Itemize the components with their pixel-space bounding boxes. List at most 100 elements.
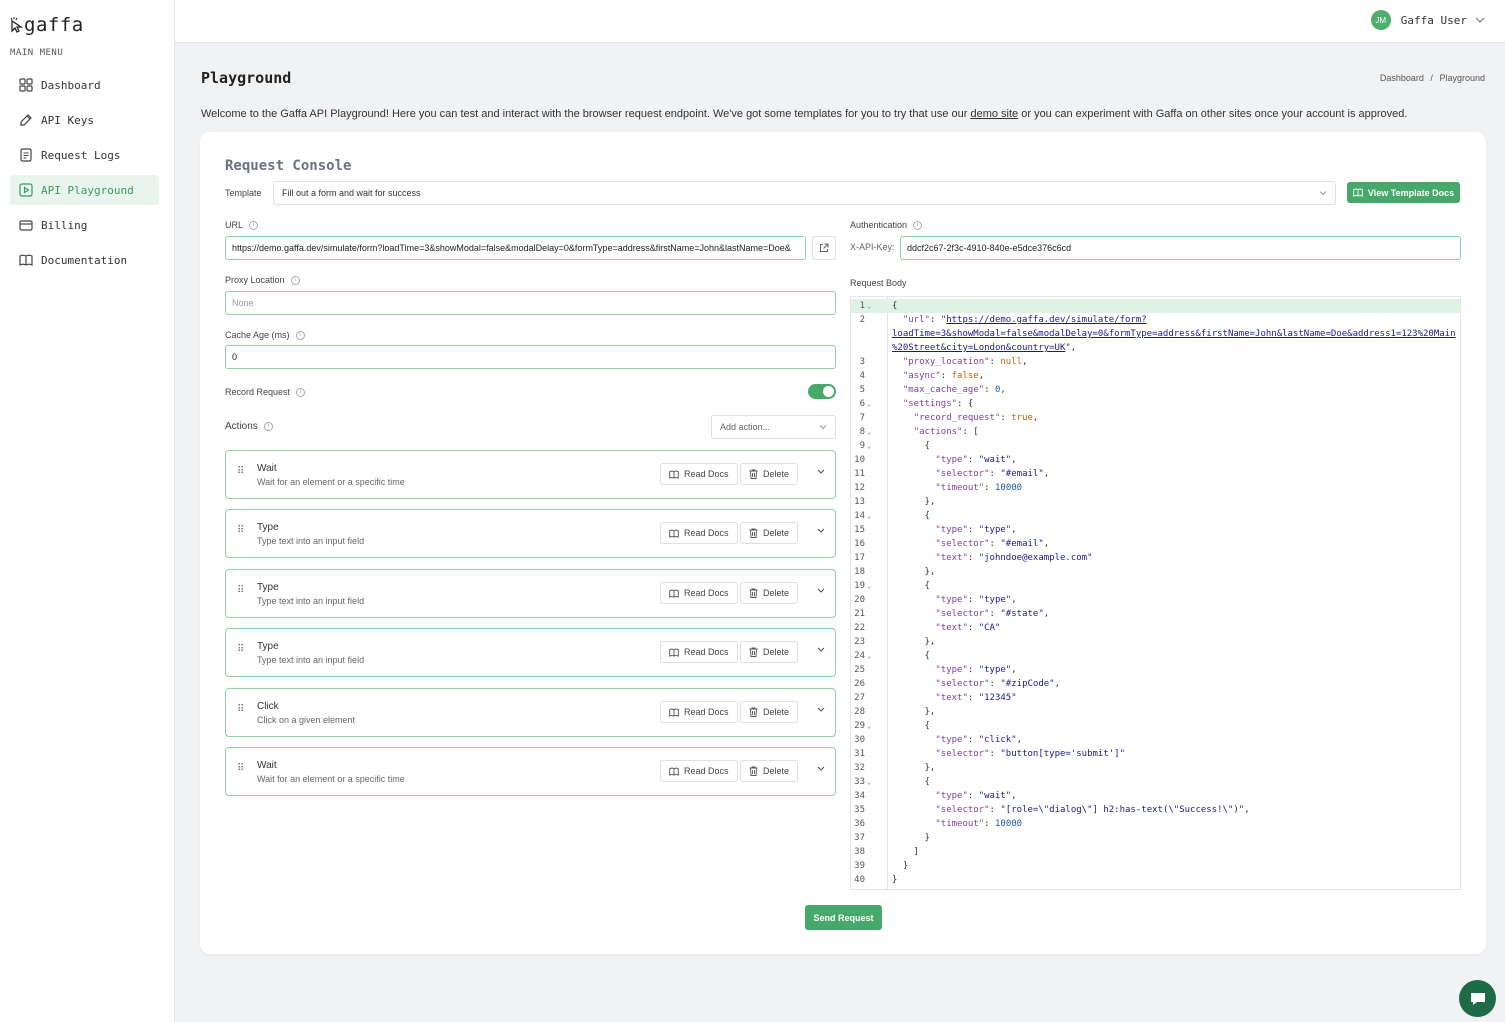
delete-button[interactable]: Delete: [740, 760, 799, 782]
url-input[interactable]: https://demo.gaffa.dev/simulate/form?loa…: [225, 236, 806, 260]
read-docs-label: Read Docs: [684, 766, 729, 776]
record-request-toggle[interactable]: [808, 384, 836, 399]
grid-icon: [19, 78, 33, 92]
action-card-click[interactable]: ⠿ Click Click on a given element Read Do…: [225, 688, 836, 737]
proxy-location-label-text: Proxy Location: [225, 275, 285, 285]
chevron-down-icon[interactable]: [817, 647, 825, 652]
cache-age-input[interactable]: 0: [225, 345, 836, 369]
fold-toggle-icon[interactable]: ⌄: [867, 428, 872, 436]
demo-site-link[interactable]: demo site: [970, 108, 1019, 120]
sidebar-item-request-logs[interactable]: Request Logs: [10, 140, 159, 170]
open-url-button[interactable]: [812, 236, 836, 260]
fold-toggle-icon[interactable]: ⌄: [867, 582, 872, 590]
info-icon[interactable]: i: [296, 387, 306, 397]
info-icon[interactable]: i: [913, 220, 923, 230]
action-card-type[interactable]: ⠿ Type Type text into an input field Rea…: [225, 569, 836, 618]
drag-handle-icon[interactable]: ⠿: [237, 525, 244, 536]
code-text: "record_request": true,: [913, 413, 1039, 423]
drag-handle-icon[interactable]: ⠿: [237, 704, 244, 715]
line-number: 18: [854, 567, 865, 577]
info-icon[interactable]: i: [290, 275, 300, 285]
code-text: "type": "type",: [935, 665, 1017, 675]
read-docs-button[interactable]: Read Docs: [660, 463, 738, 485]
fold-toggle-icon[interactable]: ⌄: [867, 652, 872, 660]
view-template-docs-label: View Template Docs: [1367, 187, 1455, 198]
read-docs-button[interactable]: Read Docs: [660, 522, 738, 544]
chevron-down-icon[interactable]: [817, 469, 825, 474]
code-line: 32 },: [851, 761, 1460, 775]
action-description: Wait for an element or a specific time: [257, 774, 405, 784]
trash-icon: [749, 528, 758, 538]
read-docs-button[interactable]: Read Docs: [660, 582, 738, 604]
chevron-down-icon[interactable]: [817, 766, 825, 771]
view-template-docs-button[interactable]: View Template Docs: [1347, 182, 1460, 203]
sidebar-item-api-keys[interactable]: API Keys: [10, 105, 159, 135]
drag-handle-icon[interactable]: ⠿: [237, 466, 244, 477]
fold-toggle-icon[interactable]: ⌄: [867, 778, 872, 786]
line-number: 9: [859, 441, 865, 451]
request-body-editor[interactable]: 1 ⌄{2 "url": "https://demo.gaffa.dev/simu…: [850, 296, 1461, 890]
line-number: 38: [854, 847, 865, 857]
delete-button[interactable]: Delete: [740, 463, 799, 485]
drag-handle-icon[interactable]: ⠿: [237, 585, 244, 596]
code-line: 15 "type": "type",: [851, 523, 1460, 537]
read-docs-button[interactable]: Read Docs: [660, 701, 738, 723]
fold-toggle-icon[interactable]: ⌄: [867, 442, 872, 450]
info-icon[interactable]: i: [263, 422, 273, 431]
delete-button[interactable]: Delete: [740, 641, 799, 663]
chevron-down-icon[interactable]: [817, 707, 825, 712]
drag-handle-icon[interactable]: ⠿: [237, 644, 244, 655]
line-number: 28: [854, 707, 865, 717]
user-menu[interactable]: JM Gaffa User: [1370, 10, 1485, 30]
fold-toggle-icon[interactable]: ⌄: [867, 512, 872, 520]
info-icon[interactable]: i: [295, 330, 305, 340]
sidebar-item-api-playground[interactable]: API Playground: [10, 175, 159, 205]
sidebar-item-billing[interactable]: Billing: [10, 210, 159, 240]
code-line: 34 "type": "wait",: [851, 789, 1460, 803]
chevron-down-icon[interactable]: [817, 588, 825, 593]
chat-widget-button[interactable]: [1459, 980, 1496, 1017]
code-line: 35 "selector": "[role=\"dialog\"] h2:has…: [851, 803, 1460, 817]
api-key-input[interactable]: ddcf2c67-2f3c-4910-840e-e5dce376c6cd: [900, 236, 1461, 260]
user-name: Gaffa User: [1400, 13, 1467, 27]
code-text: "type": "type",: [935, 525, 1017, 535]
code-line: 37 }: [851, 831, 1460, 845]
delete-button[interactable]: Delete: [740, 522, 799, 544]
line-number: 13: [854, 497, 865, 507]
action-card-wait[interactable]: ⠿ Wait Wait for an element or a specific…: [225, 450, 836, 499]
sidebar-item-dashboard[interactable]: Dashboard: [10, 70, 159, 100]
code-text: }: [892, 833, 930, 843]
action-card-type[interactable]: ⠿ Type Type text into an input field Rea…: [225, 509, 836, 558]
line-number: 7: [859, 413, 865, 423]
line-number: 26: [854, 679, 865, 689]
trash-icon: [749, 647, 758, 657]
action-card-wait[interactable]: ⠿ Wait Wait for an element or a specific…: [225, 747, 836, 796]
delete-label: Delete: [763, 469, 790, 479]
proxy-location-input[interactable]: None: [225, 291, 836, 315]
read-docs-button[interactable]: Read Docs: [660, 641, 738, 663]
line-number: 19: [854, 581, 865, 591]
fold-toggle-icon[interactable]: ⌄: [867, 302, 872, 310]
chevron-down-icon[interactable]: [817, 528, 825, 533]
fold-toggle-icon[interactable]: ⌄: [867, 722, 872, 730]
line-number: 40: [854, 875, 865, 885]
breadcrumb-dashboard[interactable]: Dashboard: [1379, 73, 1424, 83]
send-request-button[interactable]: Send Request: [805, 905, 882, 930]
line-number: 24: [854, 651, 865, 661]
template-select[interactable]: Fill out a form and wait for success: [273, 181, 1336, 205]
info-icon[interactable]: i: [249, 220, 259, 230]
delete-button[interactable]: Delete: [740, 582, 799, 604]
code-text: {: [892, 777, 930, 787]
cache-age-label: Cache Age (ms) i: [225, 330, 305, 340]
gaffa-logo[interactable]: gaffa: [9, 14, 84, 36]
action-card-type[interactable]: ⠿ Type Type text into an input field Rea…: [225, 628, 836, 677]
drag-handle-icon[interactable]: ⠿: [237, 763, 244, 774]
fold-toggle-icon[interactable]: ⌄: [867, 400, 872, 408]
line-number: 3: [859, 357, 865, 367]
action-title: Type: [257, 582, 279, 593]
add-action-select[interactable]: Add action...: [711, 415, 836, 439]
sidebar-item-documentation[interactable]: Documentation: [10, 245, 159, 275]
read-docs-button[interactable]: Read Docs: [660, 760, 738, 782]
delete-button[interactable]: Delete: [740, 701, 799, 723]
code-text: {: [892, 301, 898, 311]
